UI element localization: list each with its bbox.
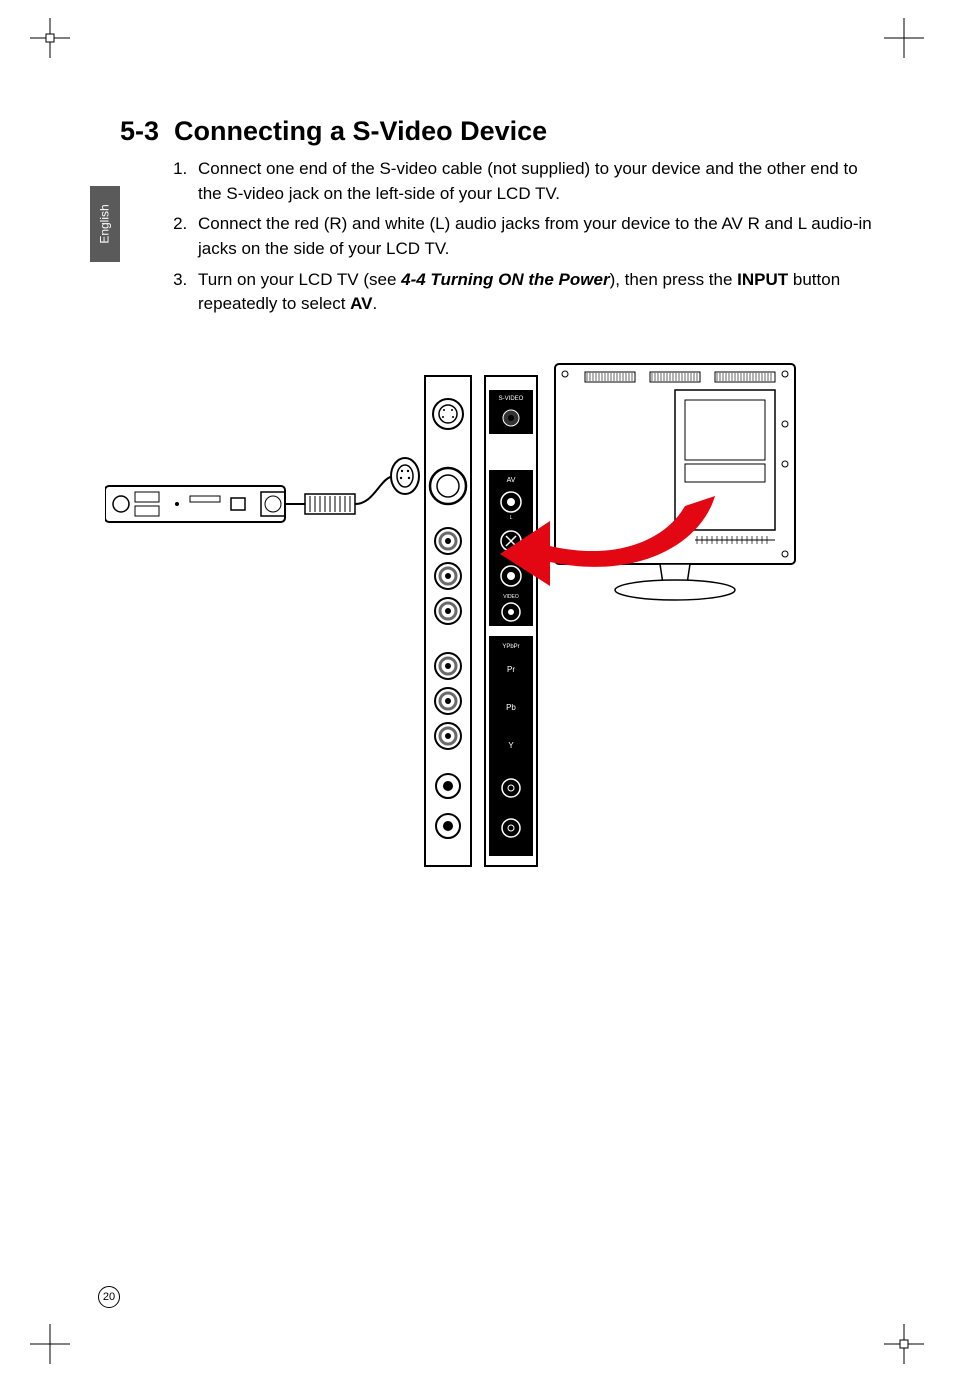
crop-mark-bl — [30, 1324, 70, 1364]
page-number: 20 — [98, 1286, 120, 1308]
svg-text:VIDEO: VIDEO — [503, 594, 519, 600]
svg-text:S-VIDEO: S-VIDEO — [499, 396, 524, 402]
step-2-text: Connect the red (R) and white (L) audio … — [198, 214, 872, 258]
step-3-prefix: Turn on your LCD TV (see — [198, 270, 401, 289]
svg-text:Pr: Pr — [507, 665, 515, 674]
step-3-ref: 4-4 Turning ON the Power — [401, 270, 609, 289]
tv-jack-panel-labeled: S-VIDEO AV L VIDEO YPbPr Pr Pb Y — [485, 376, 537, 866]
language-label: English — [98, 204, 112, 243]
step-3-bold2: AV — [350, 294, 372, 313]
section-title-text: Connecting a S-Video Device — [174, 116, 547, 146]
connection-diagram: S-VIDEO AV L VIDEO YPbPr Pr Pb Y — [105, 346, 805, 886]
svg-text:AV: AV — [507, 477, 516, 484]
step-3: Turn on your LCD TV (see 4-4 Turning ON … — [192, 268, 880, 317]
tv-jack-panel-lineart — [425, 376, 471, 866]
step-3-mid1: ), then press the — [610, 270, 738, 289]
svg-text:Y: Y — [508, 741, 514, 750]
crop-mark-br — [884, 1324, 924, 1364]
svg-text:L: L — [510, 515, 513, 521]
language-tab: English — [90, 186, 120, 262]
instruction-list: Connect one end of the S-video cable (no… — [192, 157, 880, 317]
svg-text:YPbPr: YPbPr — [502, 644, 519, 650]
step-1: Connect one end of the S-video cable (no… — [192, 157, 880, 206]
step-2: Connect the red (R) and white (L) audio … — [192, 212, 880, 261]
section-number: 5-3 — [120, 116, 159, 146]
section-heading: 5-3 Connecting a S-Video Device — [120, 116, 880, 147]
svideo-cable — [285, 458, 419, 514]
step-1-text: Connect one end of the S-video cable (no… — [198, 159, 858, 203]
step-3-bold1: INPUT — [737, 270, 788, 289]
crop-mark-tr — [884, 18, 924, 58]
page-content: 5-3 Connecting a S-Video Device Connect … — [120, 116, 880, 323]
source-device — [105, 486, 285, 522]
step-3-suffix: . — [373, 294, 378, 313]
svg-text:Pb: Pb — [506, 703, 516, 712]
page-number-value: 20 — [103, 1291, 115, 1303]
crop-mark-tl — [30, 18, 70, 58]
